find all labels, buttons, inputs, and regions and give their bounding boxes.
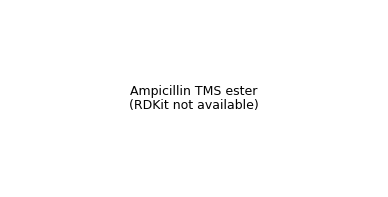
Text: Ampicillin TMS ester
(RDKit not available): Ampicillin TMS ester (RDKit not availabl…: [129, 85, 259, 112]
